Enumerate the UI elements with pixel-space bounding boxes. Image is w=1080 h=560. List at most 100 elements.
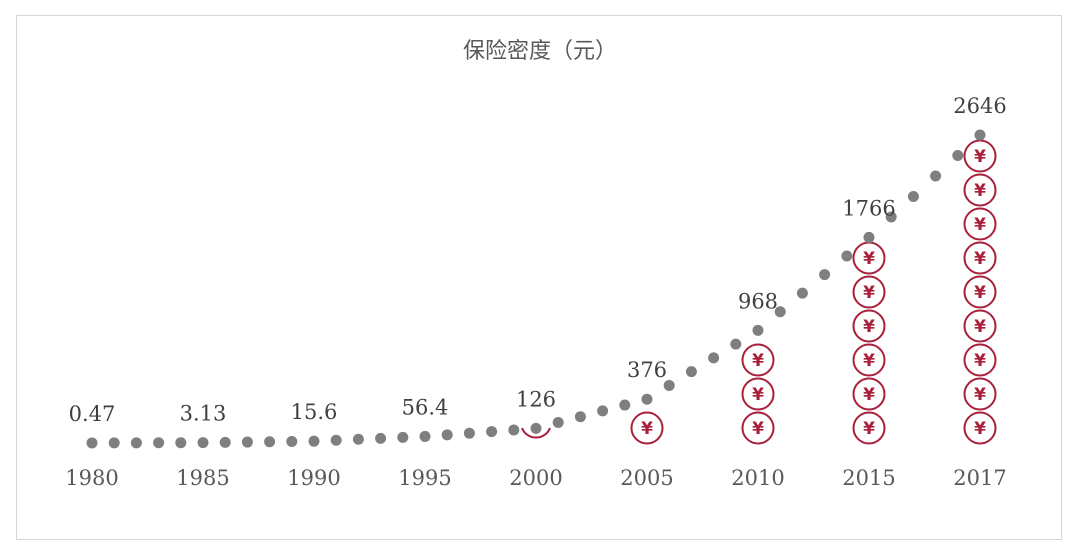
series-point [774, 306, 786, 318]
yuan-coin-icon: ¥ [852, 411, 886, 445]
data-label: 968 [738, 289, 778, 313]
svg-text:¥: ¥ [752, 385, 764, 405]
series-point [685, 366, 697, 378]
series-point [907, 190, 919, 202]
svg-text:¥: ¥ [974, 385, 986, 405]
x-tick-label: 1980 [65, 466, 118, 490]
series-point [974, 129, 986, 141]
series-point [264, 436, 276, 448]
series-point [885, 211, 897, 223]
yuan-coin-icon: ¥ [963, 173, 997, 207]
yuan-coin-icon: ¥ [963, 343, 997, 377]
series-point [153, 437, 165, 449]
series-point [752, 324, 764, 336]
x-axis-labels: 1980 1985 1990 1995 2000 2005 2010 2015 2017 [65, 466, 1006, 490]
svg-text:¥: ¥ [752, 419, 764, 439]
data-label: 2646 [953, 94, 1006, 118]
series-point [352, 433, 364, 445]
x-tick-label: 2010 [731, 466, 784, 490]
series-point [108, 437, 120, 449]
svg-text:¥: ¥ [974, 351, 986, 371]
x-tick-label: 2017 [953, 466, 1006, 490]
series-point [508, 424, 520, 436]
series-point [619, 399, 631, 411]
data-label: 56.4 [402, 395, 449, 419]
series-point [286, 435, 298, 447]
x-tick-label: 2005 [620, 466, 673, 490]
yuan-coin-icon: ¥ [852, 241, 886, 275]
yuan-coin-icon: ¥ [852, 377, 886, 411]
series-point [730, 338, 742, 350]
data-label: 0.47 [69, 402, 116, 426]
svg-text:¥: ¥ [974, 147, 986, 167]
series-point [308, 435, 320, 447]
series-point [441, 429, 453, 441]
series-point [841, 250, 853, 262]
insurance-density-chart: 保险密度（元） ¥ ¥ ¥ ¥ ¥ ¥ ¥ ¥ ¥ ¥ ¥ ¥ ¥ ¥ ¥ ¥ ¥ ¥ ¥ 0.47 3.13 15.6… [65, 39, 1007, 490]
series-point [419, 430, 431, 442]
svg-text:¥: ¥ [863, 419, 875, 439]
svg-text:¥: ¥ [863, 317, 875, 337]
yuan-coin-icon: ¥ [963, 275, 997, 309]
series-point [397, 431, 409, 443]
coin-stacks: ¥ ¥ ¥ ¥ ¥ ¥ ¥ ¥ ¥ ¥ ¥ ¥ ¥ ¥ ¥ ¥ ¥ ¥ ¥ [521, 139, 997, 445]
data-label: 1766 [842, 196, 895, 220]
yuan-coin-partial-icon [521, 427, 551, 439]
series-point [663, 379, 675, 391]
series-point [530, 422, 542, 434]
yuan-coin-icon: ¥ [963, 207, 997, 241]
series-point [375, 432, 387, 444]
series-point [708, 352, 720, 364]
svg-text:¥: ¥ [974, 317, 986, 337]
chart-frame: 保险密度（元） ¥ ¥ ¥ ¥ ¥ ¥ ¥ ¥ ¥ ¥ ¥ ¥ ¥ ¥ ¥ ¥ ¥ ¥ ¥ 0.47 3.13 15.6… [16, 15, 1062, 540]
yuan-coin-icon: ¥ [852, 343, 886, 377]
series-point [130, 437, 142, 449]
svg-text:¥: ¥ [752, 351, 764, 371]
series-point [574, 411, 586, 423]
data-label: 15.6 [291, 400, 338, 424]
yuan-coin-icon: ¥ [852, 309, 886, 343]
svg-text:¥: ¥ [974, 181, 986, 201]
x-tick-label: 1985 [176, 466, 229, 490]
series-point [241, 436, 253, 448]
series-point [463, 427, 475, 439]
x-tick-label: 1995 [398, 466, 451, 490]
series-point [863, 231, 875, 243]
svg-text:¥: ¥ [974, 419, 986, 439]
yuan-coin-icon: ¥ [963, 411, 997, 445]
x-tick-label: 1990 [287, 466, 340, 490]
series-point [197, 437, 209, 449]
data-labels: 0.47 3.13 15.6 56.4 126 376 968 1766 2646 [69, 94, 1007, 426]
svg-text:¥: ¥ [863, 351, 875, 371]
series-point [219, 436, 231, 448]
yuan-coin-icon: ¥ [852, 275, 886, 309]
svg-text:¥: ¥ [974, 249, 986, 269]
svg-text:¥: ¥ [974, 283, 986, 303]
series-point [796, 287, 808, 299]
series-point [175, 437, 187, 449]
series-point [597, 405, 609, 417]
series-point [552, 417, 564, 429]
series-line [86, 129, 986, 449]
x-tick-label: 2000 [509, 466, 562, 490]
x-tick-label: 2015 [842, 466, 895, 490]
series-point [330, 434, 342, 446]
series-point [819, 269, 831, 281]
data-label: 126 [516, 387, 556, 411]
svg-text:¥: ¥ [641, 419, 653, 439]
yuan-coin-icon: ¥ [741, 343, 775, 377]
data-label: 376 [627, 358, 667, 382]
svg-text:¥: ¥ [863, 283, 875, 303]
series-point [641, 393, 653, 405]
svg-text:¥: ¥ [863, 249, 875, 269]
chart-title: 保险密度（元） [463, 39, 617, 64]
yuan-coin-icon: ¥ [963, 377, 997, 411]
yuan-coin-icon: ¥ [963, 309, 997, 343]
yuan-coin-icon: ¥ [963, 241, 997, 275]
yuan-coin-icon: ¥ [963, 139, 997, 173]
yuan-coin-icon: ¥ [630, 411, 664, 445]
series-point [930, 170, 942, 182]
data-label: 3.13 [180, 402, 227, 426]
yuan-coin-icon: ¥ [741, 411, 775, 445]
svg-text:¥: ¥ [974, 215, 986, 235]
